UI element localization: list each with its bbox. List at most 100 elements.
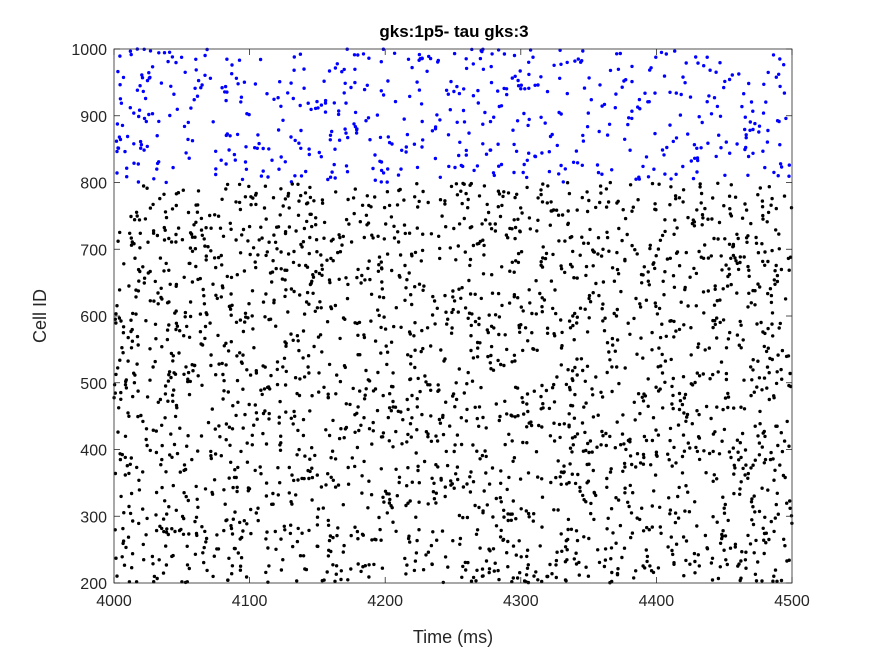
spike-point-979 bbox=[457, 287, 461, 291]
spike-point-1836 bbox=[582, 405, 586, 409]
spike-point-1285 bbox=[555, 375, 559, 379]
spike-point-2230 bbox=[387, 203, 392, 208]
spike-point-1332 bbox=[563, 545, 568, 549]
spike-point-1744 bbox=[185, 563, 190, 567]
spike-point-blue-223 bbox=[433, 125, 438, 129]
spike-point-blue-287 bbox=[696, 61, 700, 65]
spike-point-2266 bbox=[236, 465, 240, 470]
spike-point-2360 bbox=[306, 354, 311, 358]
spike-point-blue-25 bbox=[496, 89, 500, 93]
spike-point-blue-403 bbox=[746, 173, 750, 177]
spike-point-417 bbox=[113, 391, 118, 395]
spike-point-1306 bbox=[722, 511, 727, 515]
spike-point-956 bbox=[120, 346, 124, 350]
spike-point-blue-112 bbox=[323, 110, 328, 114]
spike-point-765 bbox=[344, 217, 349, 222]
spike-point-1362 bbox=[761, 213, 765, 218]
spike-point-78 bbox=[608, 434, 612, 439]
spike-point-2013 bbox=[732, 463, 736, 467]
spike-point-1512 bbox=[550, 386, 555, 390]
spike-point-2094 bbox=[127, 504, 131, 509]
spike-point-blue-94 bbox=[417, 52, 422, 57]
spike-point-2150 bbox=[605, 476, 609, 481]
spike-point-332 bbox=[235, 354, 239, 358]
spike-point-75 bbox=[254, 265, 258, 270]
spike-point-blue-181 bbox=[559, 163, 563, 168]
spike-point-1072 bbox=[184, 365, 188, 369]
spike-point-2095 bbox=[369, 292, 374, 296]
spike-point-1826 bbox=[460, 286, 464, 290]
spike-point-1907 bbox=[405, 397, 409, 402]
spike-point-blue-421 bbox=[579, 60, 583, 64]
spike-point-2111 bbox=[680, 454, 685, 459]
spike-point-2072 bbox=[116, 366, 120, 370]
spike-point-1570 bbox=[535, 348, 539, 352]
spike-point-1459 bbox=[548, 562, 552, 567]
spike-point-1176 bbox=[261, 364, 265, 368]
spike-point-blue-155 bbox=[379, 60, 383, 64]
spike-point-blue-22 bbox=[448, 108, 452, 112]
spike-point-1175 bbox=[208, 321, 212, 325]
spike-point-1266 bbox=[489, 227, 494, 231]
spike-point-2352 bbox=[519, 555, 523, 559]
spike-point-1289 bbox=[601, 302, 605, 306]
spike-point-1019 bbox=[216, 255, 221, 260]
spike-point-1501 bbox=[457, 367, 461, 371]
spike-point-1734 bbox=[289, 523, 293, 527]
spike-point-1392 bbox=[744, 550, 748, 554]
spike-point-2201 bbox=[788, 371, 792, 376]
spike-point-blue-519 bbox=[225, 132, 229, 136]
spike-point-1849 bbox=[534, 570, 538, 574]
spike-point-blue-117 bbox=[281, 118, 285, 123]
spike-point-463 bbox=[573, 481, 578, 486]
spike-point-392 bbox=[641, 452, 646, 457]
spike-point-723 bbox=[587, 450, 591, 455]
spike-point-2056 bbox=[343, 317, 347, 321]
spike-point-183 bbox=[518, 330, 522, 334]
spike-point-blue-92 bbox=[326, 177, 330, 182]
spike-point-1463 bbox=[489, 324, 494, 328]
spike-point-1972 bbox=[151, 231, 156, 235]
spike-point-2014 bbox=[525, 185, 529, 190]
spike-point-1746 bbox=[727, 194, 732, 198]
spike-point-1688 bbox=[526, 511, 531, 516]
spike-point-1288 bbox=[760, 242, 764, 246]
spike-point-1419 bbox=[268, 317, 273, 321]
spike-point-1274 bbox=[455, 193, 460, 197]
spike-point-1159 bbox=[449, 331, 454, 335]
spike-point-208 bbox=[545, 331, 550, 335]
spike-point-815 bbox=[540, 425, 544, 429]
spike-point-blue-7 bbox=[214, 172, 218, 177]
spike-point-1798 bbox=[224, 341, 228, 345]
spike-point-1138 bbox=[417, 199, 421, 204]
spike-point-388 bbox=[739, 559, 743, 563]
spike-point-2319 bbox=[151, 428, 155, 432]
spike-point-743 bbox=[609, 557, 613, 561]
spike-point-304 bbox=[518, 477, 523, 481]
spike-point-1883 bbox=[222, 488, 226, 492]
spike-point-2063 bbox=[290, 473, 294, 477]
spike-point-3 bbox=[144, 427, 149, 431]
spike-point-806 bbox=[615, 338, 620, 342]
spike-point-833 bbox=[406, 432, 410, 437]
spike-point-blue-458 bbox=[336, 112, 341, 117]
spike-point-1961 bbox=[660, 352, 664, 357]
spike-point-1184 bbox=[269, 373, 273, 378]
spike-point-blue-492 bbox=[187, 156, 191, 160]
spike-point-326 bbox=[729, 455, 733, 460]
spike-point-1323 bbox=[663, 218, 667, 222]
spike-point-1345 bbox=[765, 365, 770, 369]
spike-point-2294 bbox=[552, 508, 556, 512]
spike-point-97 bbox=[283, 528, 287, 532]
spike-point-921 bbox=[591, 468, 595, 473]
spike-point-1890 bbox=[383, 327, 388, 331]
spike-point-1938 bbox=[315, 306, 320, 310]
spike-point-1773 bbox=[585, 190, 589, 194]
spike-point-2168 bbox=[229, 526, 234, 531]
spike-point-955 bbox=[163, 384, 168, 388]
spike-point-36 bbox=[478, 457, 482, 461]
spike-point-1415 bbox=[680, 471, 685, 475]
spike-point-blue-269 bbox=[571, 160, 576, 164]
spike-point-blue-430 bbox=[777, 119, 781, 124]
spike-point-1141 bbox=[697, 412, 701, 417]
